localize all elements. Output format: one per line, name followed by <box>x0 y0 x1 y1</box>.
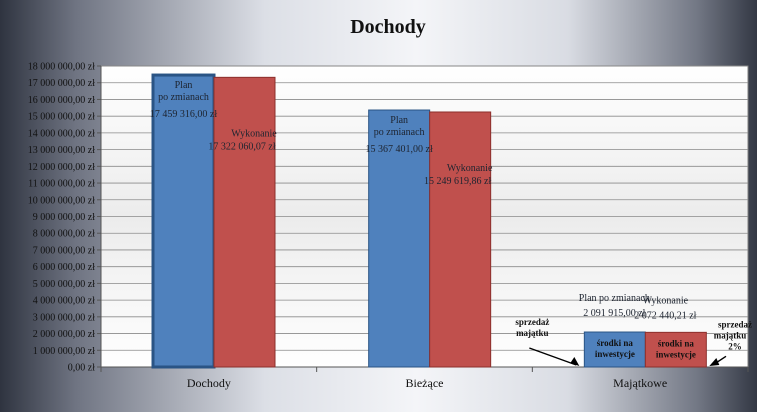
data-label-wykonanie-value: 17 322 060,07 zł <box>208 141 275 152</box>
data-label-plan-line1: Plan <box>390 115 408 126</box>
y-tick-label: 13 000 000,00 zł <box>28 145 95 156</box>
y-tick-label: 6 000 000,00 zł <box>33 262 95 273</box>
chart-title: Dochody <box>350 16 426 38</box>
bar-wykonanie <box>429 111 492 368</box>
annotation-right-arrowhead <box>709 358 720 366</box>
annotation-right-line3: 2% <box>728 341 742 351</box>
annotation-left-line2: majątku <box>516 328 549 338</box>
y-tick-label: 16 000 000,00 zł <box>28 95 95 106</box>
annotation-right-line1: sprzedaż <box>718 319 752 329</box>
y-tick-label: 9 000 000,00 zł <box>33 212 95 223</box>
data-label-plan-value: 2 091 915,00 zł <box>583 308 645 319</box>
data-label-plan-line1: Plan po zmianach <box>579 293 650 304</box>
y-tick-label: 10 000 000,00 zł <box>28 195 95 206</box>
bar-plan <box>151 73 216 369</box>
annotation-left-arrowhead <box>570 357 580 366</box>
data-label-plan-line2: po zmianach <box>374 127 425 138</box>
y-tick-label: 12 000 000,00 zł <box>28 162 95 173</box>
category-label: Dochody <box>187 376 231 390</box>
data-label-wykonanie-line1: Wykonanie <box>231 128 277 139</box>
data-label-wykonanie-line1: Wykonanie <box>447 163 493 174</box>
category-label: Bieżące <box>406 376 444 390</box>
y-tick-label: 14 000 000,00 zł <box>28 128 95 139</box>
y-tick-label: 11 000 000,00 zł <box>28 179 95 190</box>
annotation-left-line1: sprzedaż <box>515 317 549 327</box>
y-tick-label: 7 000 000,00 zł <box>33 245 95 256</box>
y-tick-label: 17 000 000,00 zł <box>28 78 95 89</box>
data-label-plan-value: 15 367 401,00 zł <box>366 144 433 155</box>
data-label-wykonanie-value: 2 072 440,21 zł <box>634 310 696 321</box>
data-label-plan-line1: Plan <box>175 80 193 91</box>
in-bar-label-plan-line1: środki na <box>597 338 634 348</box>
y-tick-label: 1 000 000,00 zł <box>33 346 95 357</box>
annotation-right-line2: majątku <box>714 330 747 340</box>
data-label-plan-value: 17 459 316,00 zł <box>150 109 217 120</box>
y-tick-label: 18 000 000,00 zł <box>28 62 95 73</box>
bar-wykonanie <box>213 76 276 368</box>
bar-plan <box>368 109 431 368</box>
y-tick-label: 5 000 000,00 zł <box>33 279 95 290</box>
data-label-wykonanie-value: 15 249 619,86 zł <box>424 176 491 187</box>
y-tick-label: 8 000 000,00 zł <box>33 229 95 240</box>
in-bar-label-plan-line2: inwestycje <box>595 349 635 359</box>
y-tick-label: 4 000 000,00 zł <box>33 296 95 307</box>
data-label-wykonanie-line1: Wykonanie <box>643 295 689 306</box>
plot-area: 0,00 zł 1 000 000,00 zł 2 000 000,00 zł 3 0… <box>28 62 752 391</box>
data-label-plan-line2: po zmianach <box>158 92 209 103</box>
y-tick-label: 15 000 000,00 zł <box>28 112 95 123</box>
in-bar-label-wykonanie-line1: środki na <box>658 338 695 348</box>
y-tick-label: 2 000 000,00 zł <box>33 329 95 340</box>
annotation-left-arrow <box>529 347 577 366</box>
y-tick-label: 0,00 zł <box>68 363 95 374</box>
bar-wykonanie <box>644 331 707 368</box>
bar-plan <box>583 331 646 368</box>
y-tick-label: 3 000 000,00 zł <box>33 312 95 323</box>
category-label: Majątkowe <box>613 376 667 390</box>
in-bar-label-wykonanie-line2: inwestycje <box>656 349 696 359</box>
